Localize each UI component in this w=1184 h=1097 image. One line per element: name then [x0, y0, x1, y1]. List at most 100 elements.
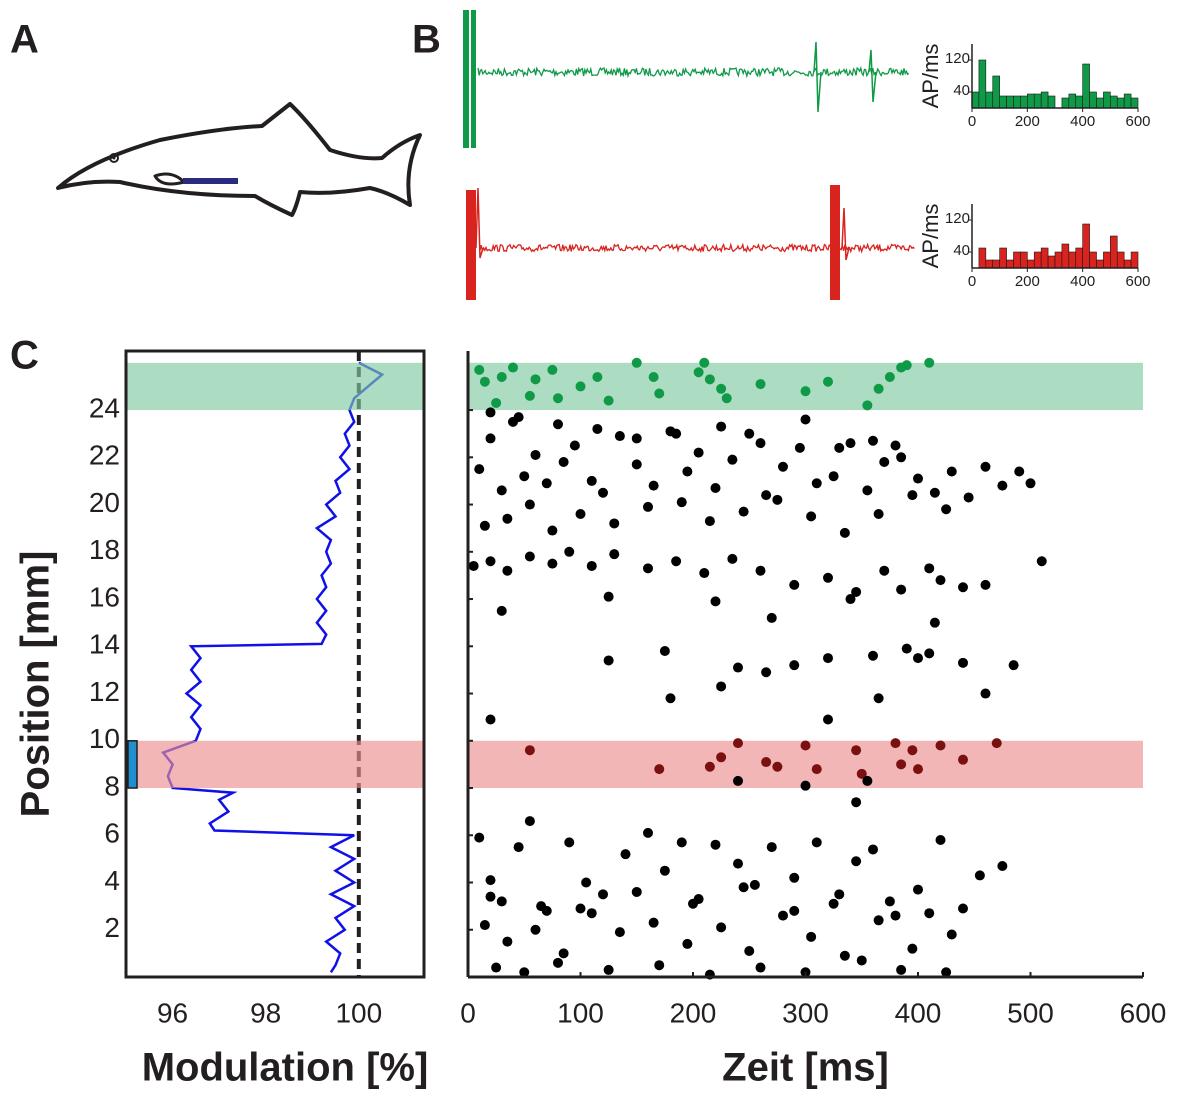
spike-dot [1014, 466, 1025, 477]
spike-dot [710, 839, 721, 850]
spike-dot [772, 761, 783, 772]
spike-dot [530, 374, 541, 385]
spike [813, 41, 822, 113]
panel-label: A [10, 18, 39, 62]
histogram-bar [978, 247, 987, 269]
spike-dot [851, 856, 862, 867]
spike-dot [997, 860, 1008, 871]
spike-dot [845, 594, 856, 605]
spike-dot [485, 433, 496, 444]
histogram-bar [1061, 97, 1070, 109]
spike-dot [603, 395, 614, 406]
spike-dot [553, 419, 563, 430]
spike-dot [800, 414, 811, 425]
spike-dot [896, 759, 907, 770]
spike-dot [851, 745, 862, 756]
histogram-bar [1020, 95, 1028, 109]
spike-dot [716, 681, 727, 692]
spike-dot [806, 511, 817, 522]
spike-dot [929, 487, 940, 498]
histogram-bar [1075, 247, 1083, 269]
spike-dot [569, 440, 580, 451]
spike-dot [862, 400, 873, 411]
histogram-bar [992, 259, 1000, 269]
fish-pupil [112, 156, 116, 160]
spike-dot [733, 738, 743, 749]
histogram-bar [1054, 251, 1063, 269]
spike-dot [586, 475, 597, 486]
x-tick-label: 100 [557, 997, 604, 1028]
histogram-bar [1047, 255, 1056, 269]
histogram-bar [1096, 259, 1104, 269]
spike-dot [699, 357, 710, 368]
spike-dot [553, 957, 563, 968]
spike-dot [890, 910, 901, 921]
x-tick-label: 0 [460, 997, 476, 1028]
x-tick-label: 200 [1015, 273, 1040, 290]
spike-dot [631, 433, 642, 444]
spike-dot [941, 504, 952, 515]
histogram-bar [1061, 243, 1070, 269]
histogram-bar [1103, 251, 1111, 269]
spike-dot [851, 586, 862, 597]
y-tick-label: 22 [89, 440, 120, 471]
histogram-bar [1020, 251, 1028, 269]
x-tick-label: 600 [1125, 113, 1150, 130]
spike-dot [794, 442, 805, 453]
spike-dot [958, 657, 968, 668]
spike-dot [755, 438, 766, 449]
y-tick-label: 14 [89, 629, 120, 660]
spike-dot [502, 513, 513, 524]
spike-dot [648, 480, 659, 491]
spike-dot [496, 605, 507, 616]
y-tick-label: 2 [104, 912, 120, 943]
y-axis-label: AP/ms [918, 204, 943, 269]
spike-dot [665, 693, 676, 704]
spike-dot [789, 660, 800, 671]
x-tick-label: 100 [335, 997, 382, 1028]
spike-dot [496, 371, 507, 382]
spike-dot [823, 376, 833, 387]
spike-dot [868, 844, 878, 855]
spike-dot [811, 764, 822, 775]
y-tick-label: 24 [89, 392, 120, 423]
spike-dot [958, 582, 968, 593]
histogram-bar [1110, 95, 1118, 109]
spike-dot [485, 556, 496, 567]
spike-dot [868, 435, 878, 446]
spike-dot [727, 553, 738, 564]
spike-dot [733, 662, 743, 673]
spike-dot [913, 764, 923, 775]
x-tick-label: 500 [1007, 997, 1054, 1028]
spike-dot [856, 955, 867, 966]
spike-dot [581, 877, 592, 888]
spike-dot [513, 412, 524, 423]
y-tick-label: 6 [104, 818, 120, 849]
spike-dot [547, 364, 558, 375]
spike-dot [733, 858, 743, 869]
y-tick-label: 4 [104, 865, 120, 896]
x-tick-label: 600 [1125, 273, 1150, 290]
spike-dot [974, 870, 985, 881]
trace [477, 66, 910, 79]
stimulus-artifact [463, 10, 469, 148]
spike-dot [524, 499, 535, 510]
spike-dot [834, 889, 845, 900]
spike-dot [519, 967, 530, 978]
spike-dot [913, 884, 923, 895]
spike-dot [541, 478, 552, 489]
spike-dot [980, 461, 991, 472]
spike-dot [508, 362, 518, 373]
histogram-bar [1040, 91, 1049, 109]
fish-outline [56, 102, 422, 217]
histogram-bar [1006, 95, 1014, 109]
spike-dot [980, 688, 991, 699]
spike-dot [536, 901, 547, 912]
y-tick-label: 40 [953, 82, 970, 99]
spike-dot [761, 757, 772, 768]
spike-dot [845, 438, 856, 449]
spike-dot [519, 471, 530, 482]
spike-dot [682, 466, 693, 477]
spike-dot [688, 898, 698, 909]
